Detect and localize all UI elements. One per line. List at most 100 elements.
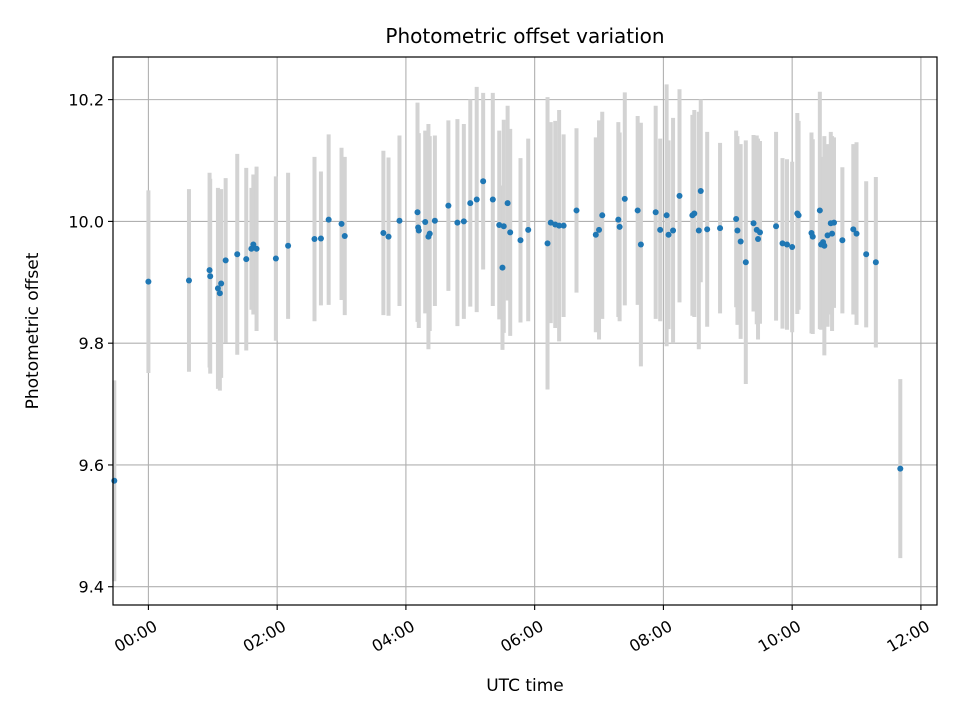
data-point bbox=[250, 241, 257, 248]
data-point bbox=[872, 259, 879, 266]
data-point bbox=[145, 278, 152, 285]
data-point bbox=[111, 477, 118, 484]
data-point bbox=[795, 212, 802, 219]
data-point bbox=[504, 200, 511, 207]
y-tick-label: 9.8 bbox=[79, 334, 104, 353]
data-point bbox=[525, 226, 532, 233]
data-point bbox=[742, 259, 749, 266]
chart-title: Photometric offset variation bbox=[385, 24, 664, 48]
data-point bbox=[185, 277, 192, 284]
x-axis-label: UTC time bbox=[486, 676, 564, 696]
data-point bbox=[697, 187, 704, 194]
data-point bbox=[396, 217, 403, 224]
data-point bbox=[663, 212, 670, 219]
data-point bbox=[637, 241, 644, 248]
y-tick-label: 9.4 bbox=[79, 578, 104, 597]
data-point bbox=[733, 215, 740, 222]
data-point bbox=[556, 222, 563, 229]
data-point bbox=[850, 226, 857, 233]
data-point bbox=[341, 233, 348, 240]
data-point bbox=[489, 196, 496, 203]
data-point bbox=[338, 220, 345, 227]
data-point bbox=[596, 226, 603, 233]
data-point bbox=[499, 264, 506, 271]
data-point bbox=[829, 230, 836, 237]
data-point bbox=[311, 236, 318, 243]
y-tick-label: 9.6 bbox=[79, 456, 104, 475]
data-point bbox=[234, 251, 241, 258]
data-point bbox=[831, 219, 837, 226]
data-point bbox=[385, 233, 392, 240]
data-point bbox=[544, 240, 551, 247]
data-point bbox=[755, 236, 762, 243]
data-point bbox=[839, 237, 846, 244]
data-point bbox=[222, 257, 229, 264]
data-point bbox=[317, 235, 324, 242]
data-point bbox=[272, 255, 279, 262]
plot-frame bbox=[112, 56, 938, 606]
data-point bbox=[445, 202, 452, 209]
data-point bbox=[704, 226, 711, 233]
data-point bbox=[789, 243, 796, 250]
data-point bbox=[695, 227, 702, 234]
data-point bbox=[473, 196, 480, 203]
data-point bbox=[560, 222, 567, 229]
data-point bbox=[897, 465, 904, 472]
data-point bbox=[243, 256, 250, 263]
data-point bbox=[573, 207, 580, 214]
y-axis-label: Photometric offset bbox=[23, 252, 43, 409]
data-point bbox=[737, 238, 744, 245]
data-point bbox=[821, 242, 828, 249]
data-point bbox=[325, 216, 332, 223]
data-point bbox=[670, 227, 677, 234]
data-point bbox=[422, 219, 429, 226]
data-point bbox=[218, 280, 225, 287]
data-point bbox=[773, 223, 780, 230]
y-tick-label: 10.2 bbox=[68, 91, 104, 110]
data-point bbox=[784, 241, 791, 248]
data-point bbox=[853, 230, 860, 237]
data-points bbox=[111, 178, 904, 484]
data-point bbox=[592, 231, 599, 238]
data-point bbox=[253, 245, 260, 252]
data-point bbox=[496, 222, 503, 229]
data-point bbox=[652, 209, 659, 216]
data-point bbox=[621, 195, 628, 202]
y-axis-ticks: 9.4 9.6 9.8 10.0 10.2 bbox=[68, 91, 113, 597]
data-point bbox=[460, 218, 467, 225]
data-point bbox=[426, 230, 433, 237]
data-point bbox=[809, 233, 816, 240]
data-point bbox=[414, 209, 421, 216]
data-point bbox=[734, 227, 741, 234]
data-point bbox=[616, 223, 623, 230]
data-point bbox=[599, 212, 606, 219]
data-point bbox=[756, 229, 763, 236]
data-point bbox=[507, 229, 514, 236]
data-point bbox=[285, 242, 292, 249]
data-point bbox=[816, 207, 823, 214]
data-point bbox=[207, 273, 214, 280]
data-point bbox=[779, 240, 786, 247]
data-point bbox=[547, 219, 554, 226]
data-point bbox=[380, 229, 387, 236]
data-point bbox=[454, 219, 461, 226]
data-point bbox=[615, 216, 622, 223]
data-point bbox=[634, 207, 641, 214]
data-point bbox=[216, 290, 223, 297]
data-point bbox=[863, 251, 870, 258]
data-point bbox=[824, 232, 831, 239]
data-point bbox=[750, 220, 757, 227]
data-point bbox=[206, 267, 213, 274]
data-point bbox=[691, 210, 698, 217]
data-point bbox=[431, 217, 438, 224]
data-point bbox=[517, 237, 524, 244]
data-point bbox=[467, 200, 474, 207]
data-point bbox=[500, 223, 507, 230]
data-point bbox=[657, 226, 664, 233]
data-point bbox=[676, 192, 683, 199]
y-tick-label: 10.0 bbox=[68, 212, 104, 231]
data-point bbox=[480, 178, 487, 185]
data-point bbox=[717, 225, 724, 232]
